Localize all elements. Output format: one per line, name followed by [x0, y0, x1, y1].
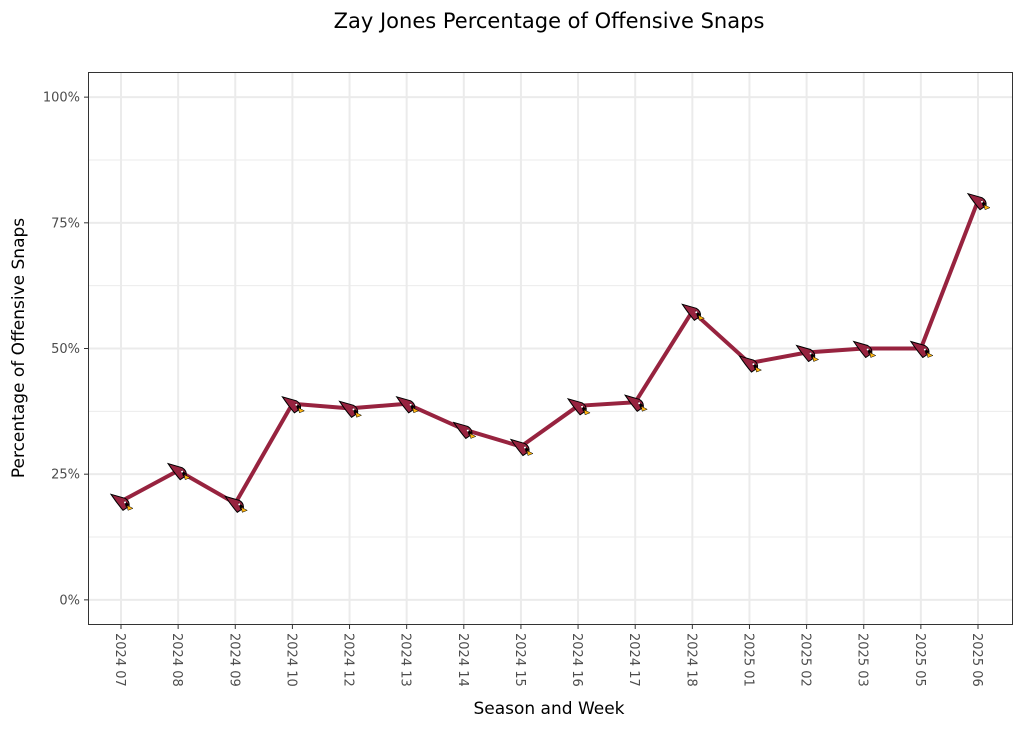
y-tick-label: 0%: [59, 593, 80, 608]
cardinals-logo-icon: [509, 438, 534, 457]
cardinals-logo-icon: [966, 192, 991, 211]
cardinals-logo-icon: [395, 395, 420, 414]
chart-title: Zay Jones Percentage of Offensive Snaps: [334, 9, 765, 33]
series-line: [120, 199, 980, 506]
y-tick-label: 100%: [43, 91, 80, 106]
x-tick-label: 2024 12: [341, 633, 356, 687]
x-tick-label: 2024 13: [398, 633, 413, 687]
cardinals-logo-icon: [909, 340, 934, 359]
x-tick-label: 2024 09: [226, 633, 241, 687]
cardinals-logo-icon: [452, 421, 477, 440]
x-axis-title: Season and Week: [473, 699, 624, 719]
y-axis-title: Percentage of Offensive Snaps: [9, 218, 29, 478]
cardinals-logo-icon: [852, 340, 877, 359]
cardinals-logo-icon: [566, 397, 591, 416]
series-snap-percentage: [109, 192, 991, 514]
cardinals-logo-icon: [624, 394, 648, 412]
x-tick-label: 2024 14: [455, 633, 470, 687]
x-tick-label: 2025 05: [912, 633, 927, 687]
x-tick-label: 2025 01: [740, 633, 755, 687]
x-tick-label: 2025 03: [855, 633, 870, 687]
x-tick-label: 2024 18: [683, 633, 698, 687]
x-tick-label: 2024 16: [569, 633, 584, 687]
cardinals-logo-icon: [681, 303, 705, 321]
x-tick-label: 2024 08: [169, 633, 184, 687]
x-tick-label: 2024 17: [626, 633, 641, 687]
cardinals-logo-icon: [109, 493, 134, 511]
x-tick-label: 2024 07: [112, 633, 127, 687]
plot-border: [88, 72, 1013, 625]
cardinals-logo-icon: [338, 400, 363, 418]
cardinals-logo-icon: [166, 462, 191, 481]
x-tick-label: 2024 10: [283, 633, 298, 687]
y-tick-label: 25%: [51, 468, 80, 483]
cardinals-logo-icon: [795, 344, 820, 363]
cardinals-logo-icon: [224, 495, 248, 514]
x-tick-label: 2025 06: [969, 633, 984, 687]
y-tick-label: 75%: [51, 216, 80, 231]
x-tick-label: 2024 15: [512, 633, 527, 687]
y-axis: 0% 25% 50% 75% 100%: [43, 91, 88, 608]
y-tick-label: 50%: [51, 342, 80, 357]
x-axis: 2024 07 2024 08 2024 09 2024 10 2024 12 2024 …: [112, 625, 984, 687]
x-tick-label: 2025 02: [798, 633, 813, 687]
cardinals-logo-icon: [281, 395, 306, 414]
cardinals-logo-icon: [738, 355, 763, 373]
